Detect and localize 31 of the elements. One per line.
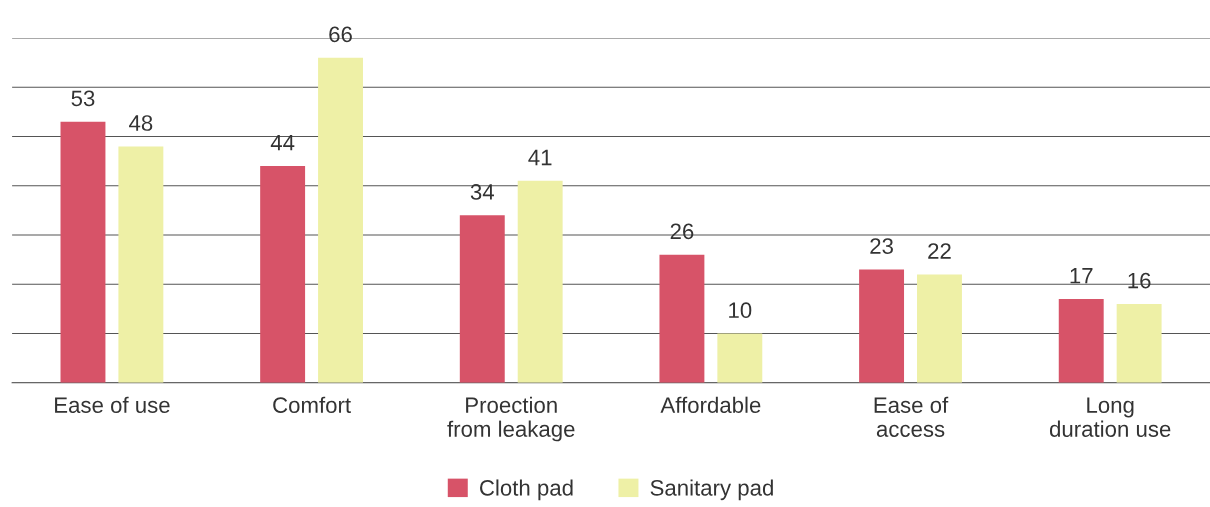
bar bbox=[1058, 299, 1104, 383]
x-tick-label: Long duration use bbox=[1049, 397, 1171, 437]
bar bbox=[318, 57, 363, 383]
data-label: 22 bbox=[928, 243, 951, 259]
data-label: 10 bbox=[729, 302, 752, 319]
x-tick-label: Ease of access bbox=[874, 396, 949, 437]
x-tick-label: Ease of use bbox=[55, 396, 170, 413]
data-label: 66 bbox=[329, 26, 352, 43]
legend-label: Sanitary pad bbox=[650, 479, 773, 501]
bar bbox=[517, 180, 563, 383]
data-label: 53 bbox=[71, 90, 95, 107]
bar bbox=[118, 146, 164, 383]
bar bbox=[659, 254, 705, 383]
bar bbox=[917, 274, 962, 383]
data-label: 17 bbox=[1070, 268, 1093, 284]
data-label: 26 bbox=[670, 223, 694, 240]
x-tick-label: Comfort bbox=[273, 396, 351, 413]
legend-label: Cloth pad bbox=[480, 479, 573, 501]
x-tick-label: Proection from leakage bbox=[447, 396, 575, 442]
data-label: 41 bbox=[528, 149, 552, 166]
bar bbox=[260, 166, 306, 383]
bar bbox=[859, 269, 905, 383]
x-tick-label: Affordable bbox=[660, 396, 761, 413]
data-label: 48 bbox=[129, 115, 153, 131]
data-label: 44 bbox=[270, 135, 295, 151]
bar bbox=[1116, 303, 1162, 383]
bar bbox=[60, 121, 106, 383]
data-label: 34 bbox=[470, 184, 494, 200]
data-label: 23 bbox=[870, 238, 893, 254]
bar bbox=[459, 215, 505, 383]
bar bbox=[717, 333, 763, 383]
